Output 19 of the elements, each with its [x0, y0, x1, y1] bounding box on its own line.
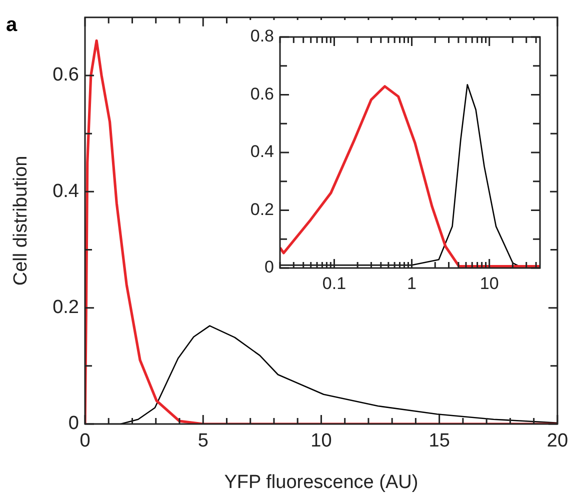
y-axis-title: Cell distribution — [10, 156, 32, 286]
y-tick-label: 0.6 — [52, 64, 79, 86]
x-tick-label: 20 — [546, 430, 568, 452]
y-tick-label: 0 — [264, 258, 274, 277]
y-tick-label: 0 — [68, 413, 79, 434]
x-tick-label: 0.1 — [322, 274, 346, 293]
x-tick-label: 15 — [428, 430, 450, 452]
y-tick-label: 0.2 — [250, 200, 274, 219]
y-tick-label: 0.6 — [250, 84, 274, 104]
y-tick-label: 0.8 — [250, 26, 274, 46]
x-tick-label: 10 — [310, 430, 332, 452]
x-tick-label: 5 — [198, 430, 208, 452]
x-tick-label: 10 — [480, 274, 499, 293]
y-tick-label: 0.4 — [250, 142, 274, 162]
x-tick-label: 1 — [407, 274, 417, 293]
text: a — [6, 14, 18, 37]
x-axis-title: YFP fluorescence (AU) — [224, 472, 418, 493]
y-tick-label: 0.2 — [52, 297, 79, 318]
y-tick-label: 0.4 — [52, 180, 80, 202]
